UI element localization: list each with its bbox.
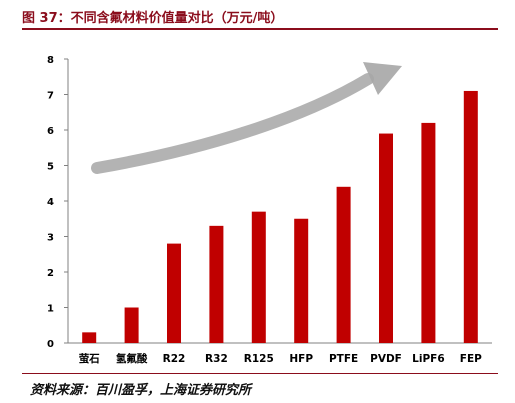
trend-arrow-shaft: [91, 73, 374, 174]
x-tick-label: R125: [244, 353, 274, 365]
bar-HFP: [294, 218, 309, 343]
x-tick-label: PTFE: [329, 353, 358, 365]
x-tick-label: 氢氟酸: [116, 352, 148, 365]
x-tick-label: PVDF: [370, 353, 402, 365]
x-tick-labels: 萤石 氢氟酸 R22 R32 R125 HFP PTFE PVDF LiPF6 FEP: [79, 352, 482, 365]
x-tick-label: FEP: [460, 353, 482, 365]
y-tick-label: 4: [47, 197, 54, 208]
bar-R125: [251, 211, 266, 343]
y-tick-label: 1: [47, 304, 54, 315]
y-tick-labels: 0 1 2 3 4 5 6 7 8: [47, 55, 68, 350]
trend-arrow-head: [363, 62, 402, 95]
bar-PVDF: [379, 133, 393, 343]
bar-LiPF6: [421, 122, 436, 344]
bar-R32: [209, 225, 224, 343]
y-tick-label: 6: [47, 126, 54, 137]
x-tick-label: LiPF6: [412, 353, 444, 365]
x-tick-label: R32: [205, 353, 228, 365]
bar-FEP: [463, 90, 478, 343]
bar-氢氟酸: [124, 307, 139, 343]
source-rule: [22, 373, 498, 374]
bar-PTFE: [336, 186, 351, 343]
title-rule: [22, 28, 498, 30]
figure-title: 图 37：不同含氟材料价值量对比（万元/吨）: [22, 11, 284, 26]
y-tick-label: 5: [47, 162, 54, 173]
bar-R22: [167, 243, 181, 343]
trend-arrow: [91, 62, 402, 174]
y-tick-label: 7: [47, 91, 54, 102]
x-tick-label: 萤石: [79, 352, 100, 365]
x-tick-label: R22: [163, 353, 186, 365]
y-tick-label: 8: [47, 55, 54, 66]
y-tick-label: 2: [47, 268, 54, 279]
x-tick-label: HFP: [289, 353, 313, 365]
y-tick-label: 0: [47, 339, 54, 350]
bar-萤石: [82, 332, 97, 343]
source-note: 资料来源：百川盈孚，上海证券研究所: [30, 383, 252, 398]
y-tick-label: 3: [47, 233, 54, 244]
bars: [82, 90, 478, 344]
